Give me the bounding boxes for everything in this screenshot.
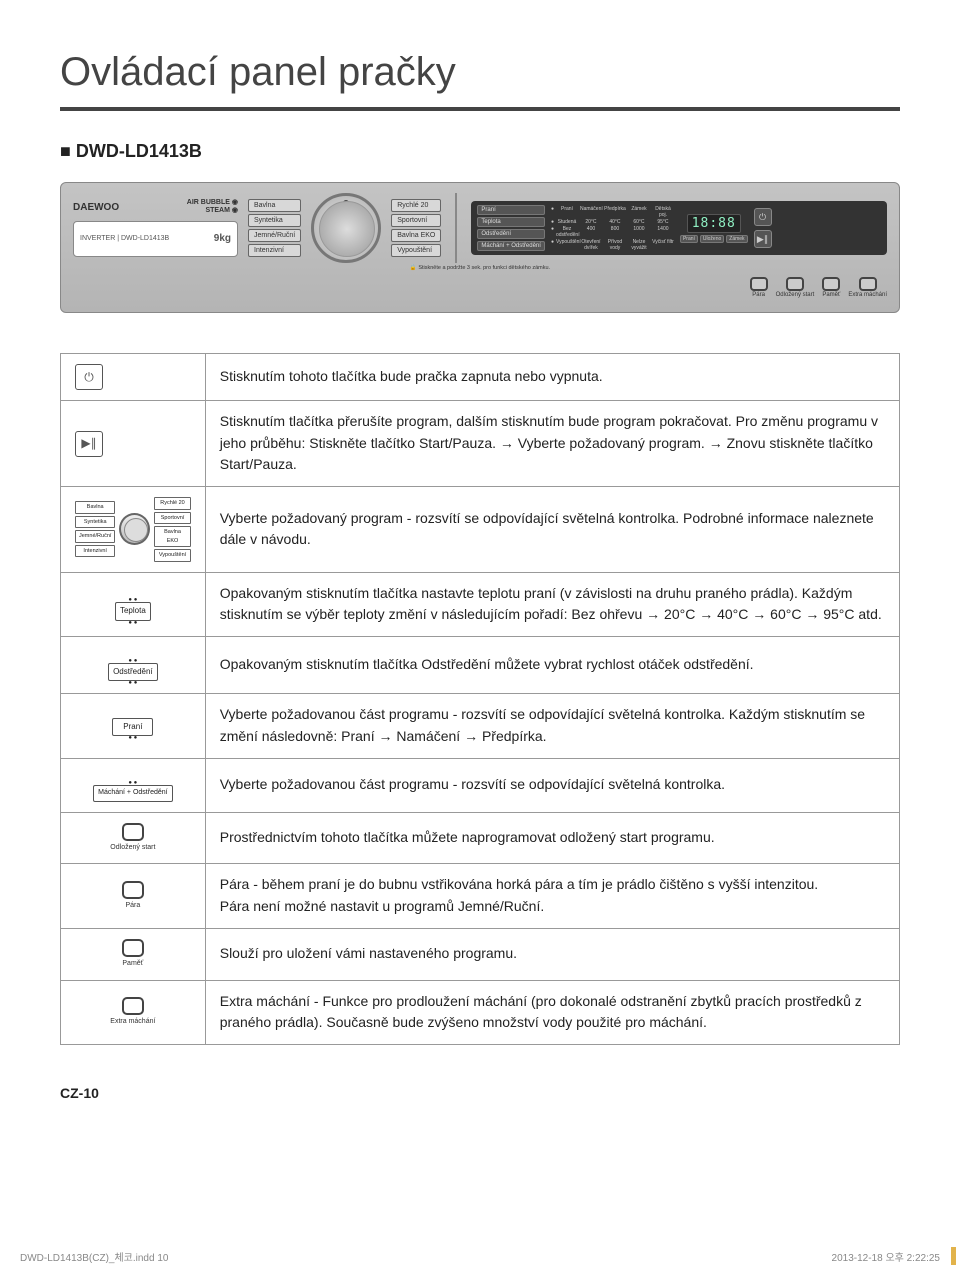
- description-table: ⏻ Stisknutím tohoto tlačítka bude pračka…: [60, 353, 900, 1045]
- page-number: CZ-10: [60, 1085, 900, 1101]
- description-text: Vyberte požadovanou část programu - rozs…: [205, 758, 899, 812]
- description-text: Pára - během praní je do bubnu vstřiková…: [205, 864, 899, 928]
- play-pause-icon: ▶∥: [754, 230, 772, 248]
- footer-filename: DWD-LD1413B(CZ)_체코.indd 10: [20, 1249, 168, 1264]
- program-dial: [311, 193, 381, 263]
- table-row: Odložený start Prostřednictvím tohoto tl…: [61, 812, 900, 864]
- control-panel-illustration: DAEWOO AIR BUBBLE ◉ STEAM ◉ INVERTER | D…: [60, 182, 900, 313]
- description-text: Vyberte požadovaný program - rozsvítí se…: [205, 487, 899, 573]
- table-row: Paměť Slouží pro uložení vámi nastavenéh…: [61, 928, 900, 980]
- description-text: Extra máchání - Funkce pro prodloužení m…: [205, 980, 899, 1044]
- drawer: INVERTER | DWD-LD1413B 9kg: [73, 221, 238, 257]
- brand-logo: DAEWOO: [73, 202, 119, 213]
- odstredeni-button-icon: ● ●Odstředění● ●: [108, 661, 158, 683]
- table-row: ● ●Máchání + Odstředění Vyberte požadova…: [61, 758, 900, 812]
- power-icon: ⏻: [754, 208, 772, 226]
- odlozeny-start-icon: Odložený start: [110, 823, 155, 854]
- description-text: Stisknutím tlačítka přerušíte program, d…: [205, 401, 899, 487]
- footer-timestamp: 2013-12-18 오후 2:22:25: [832, 1249, 940, 1264]
- time-display: 18:88: [687, 214, 741, 233]
- table-row: Praní● ● Vyberte požadovanou část progra…: [61, 694, 900, 758]
- page-footer: DWD-LD1413B(CZ)_체코.indd 10 2013-12-18 오후…: [20, 1249, 940, 1264]
- table-row: ● ●Odstředění● ● Opakovaným stisknutím t…: [61, 637, 900, 694]
- table-row: Extra máchání Extra máchání - Funkce pro…: [61, 980, 900, 1044]
- description-text: Stisknutím tohoto tlačítka bude pračka z…: [205, 354, 899, 401]
- description-text: Vyberte požadovanou část programu - rozs…: [205, 694, 899, 758]
- programs-right: Rychlé 20 Sportovní Bavlna EKO Vypouštěn…: [391, 199, 441, 257]
- description-text: Prostřednictvím tohoto tlačítka můžete n…: [205, 812, 899, 864]
- machani-button-icon: ● ●Máchání + Odstředění: [93, 783, 172, 802]
- pamet-icon: Paměť: [122, 939, 144, 970]
- description-text: Opakovaným stisknutím tlačítka nastavte …: [205, 572, 899, 636]
- programs-left: Bavlna Syntetika Jemné/Ruční Intenzivní: [248, 199, 301, 257]
- option-buttons-row: Pára Odložený start Paměť Extra máchání: [73, 277, 887, 298]
- table-row: Bavlna Syntetika Jemné/Ruční Intenzivní …: [61, 487, 900, 573]
- prani-button-icon: Praní● ●: [112, 718, 153, 738]
- table-row: Pára Pára - během praní je do bubnu vstř…: [61, 864, 900, 928]
- dial-icon: Bavlna Syntetika Jemné/Ruční Intenzivní …: [75, 497, 191, 562]
- para-icon: Pára: [122, 881, 144, 912]
- play-pause-icon: ▶∥: [75, 431, 103, 457]
- description-text: Slouží pro uložení vámi nastaveného prog…: [205, 928, 899, 980]
- settings-display: Praní Teplota Odstředění Máchání + Odstř…: [471, 201, 887, 255]
- table-row: ⏻ Stisknutím tohoto tlačítka bude pračka…: [61, 354, 900, 401]
- feature-icons: AIR BUBBLE ◉ STEAM ◉: [187, 199, 238, 214]
- page-title: Ovládací panel pračky: [60, 50, 900, 111]
- panel-note: 🔒 Stiskněte a podržte 3 sek. pro funkci …: [73, 265, 887, 271]
- extra-machani-icon: Extra máchání: [110, 997, 155, 1028]
- description-text: Opakovaným stisknutím tlačítka Odstředěn…: [205, 637, 899, 694]
- model-number: DWD-LD1413B: [60, 141, 900, 162]
- table-row: ▶∥ Stisknutím tlačítka přerušíte program…: [61, 401, 900, 487]
- power-icon: ⏻: [75, 364, 103, 390]
- teplota-button-icon: ● ●Teplota● ●: [115, 600, 151, 622]
- table-row: ● ●Teplota● ● Opakovaným stisknutím tlač…: [61, 572, 900, 636]
